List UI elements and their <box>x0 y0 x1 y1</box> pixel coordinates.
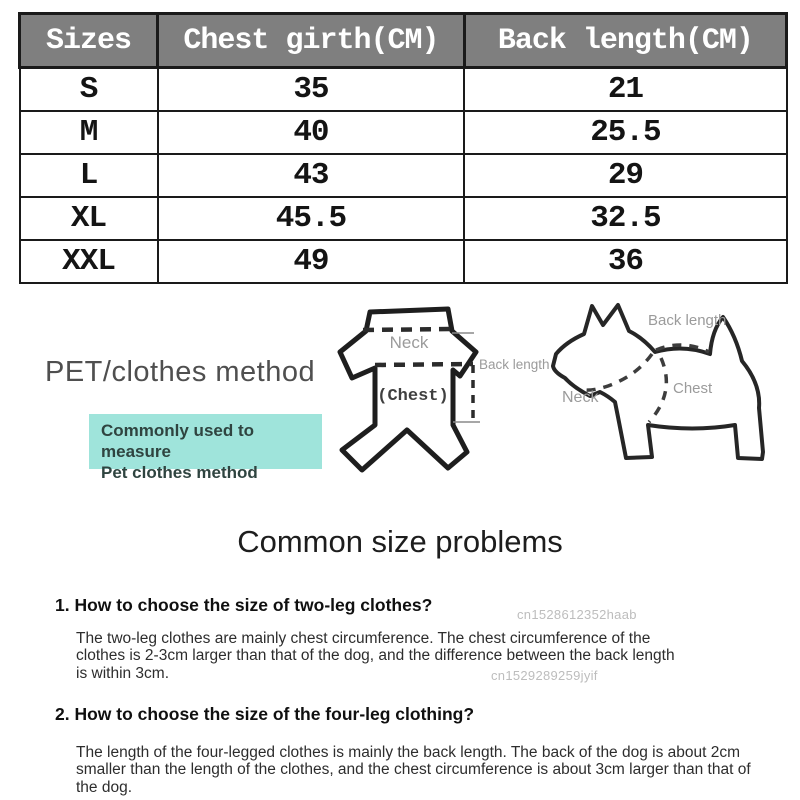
measure-note-highlight: Commonly used to measure Pet clothes met… <box>89 414 322 482</box>
chest-cell: 35 <box>156 66 466 112</box>
size-cell: M <box>18 109 159 155</box>
chest-cell: 45.5 <box>156 195 466 241</box>
table-row: L 43 29 <box>18 152 788 198</box>
garment-neck-dashline <box>362 326 456 333</box>
dog-measure-diagram: Back length Neck Chest <box>551 303 765 461</box>
dog-neck-label: Neck <box>562 389 599 406</box>
col-header-back-length: Back length(CM) <box>462 12 789 69</box>
dog-outline <box>551 303 765 461</box>
back-cell: 32.5 <box>463 195 788 241</box>
watermark-text: cn1528612352haab <box>517 607 637 622</box>
back-cell: 29 <box>463 152 788 198</box>
col-header-sizes: Sizes <box>17 12 160 69</box>
dog-backlength-dashline <box>655 343 710 354</box>
table-row: S 35 21 <box>18 66 788 112</box>
garment-outline <box>337 306 479 473</box>
table-row: M 40 25.5 <box>18 109 788 155</box>
measure-note-line1: Commonly used to measure <box>101 421 255 461</box>
dog-neck-dashline <box>583 352 654 392</box>
table-row: XL 45.5 32.5 <box>18 195 788 241</box>
chest-cell: 40 <box>156 109 466 155</box>
garment-chest-label: (Chest) <box>377 387 448 406</box>
size-table: Sizes Chest girth(CM) Back length(CM) S … <box>17 12 789 284</box>
back-cell: 25.5 <box>463 109 788 155</box>
dog-chest-dashline <box>647 357 669 424</box>
problems-title: Common size problems <box>237 524 563 559</box>
size-cell: XXL <box>18 238 159 284</box>
back-cell: 21 <box>463 66 788 112</box>
garment-measure-diagram: Neck (Chest) Back length <box>337 306 550 473</box>
garment-chest-dashline <box>374 361 474 368</box>
measure-method-title: PET/clothes method <box>45 356 316 388</box>
chest-cell: 43 <box>156 152 466 198</box>
chest-cell: 49 <box>156 238 466 284</box>
watermark-text: cn1529289259jyif <box>491 668 598 683</box>
dog-chest-label: Chest <box>673 380 713 397</box>
table-row: XXL 49 36 <box>18 238 788 284</box>
question-two-leg: 1. How to choose the size of two-leg clo… <box>55 595 433 615</box>
col-header-chest-girth: Chest girth(CM) <box>156 12 466 69</box>
table-header-row: Sizes Chest girth(CM) Back length(CM) <box>17 12 789 69</box>
size-cell: L <box>18 152 159 198</box>
garment-neck-label: Neck <box>390 333 429 352</box>
garment-backlength-label: Back length <box>479 357 550 372</box>
back-cell: 36 <box>463 238 788 284</box>
question-four-leg: 2. How to choose the size of the four-le… <box>55 704 475 724</box>
size-cell: XL <box>18 195 159 241</box>
answer-two-leg: The two-leg clothes are mainly chest cir… <box>76 630 675 682</box>
measure-note-line2: Pet clothes method <box>101 463 258 482</box>
answer-four-leg: The length of the four-legged clothes is… <box>76 744 751 796</box>
dog-backlength-label: Back length <box>648 312 726 329</box>
size-cell: S <box>18 66 159 112</box>
